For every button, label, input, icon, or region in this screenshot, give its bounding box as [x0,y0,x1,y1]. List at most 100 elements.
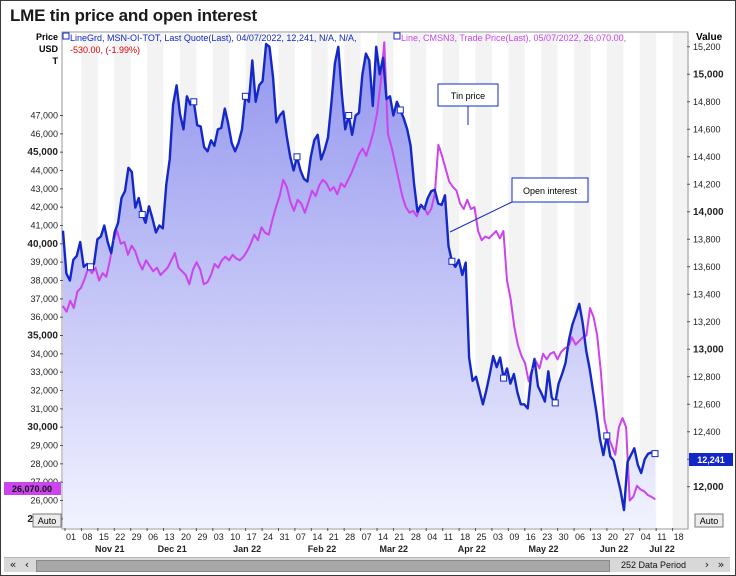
price-point [69,300,71,302]
price-point [517,344,519,346]
price-point [398,179,400,181]
oi-point [234,150,236,152]
x-tick-label: 18 [460,532,470,542]
price-point [210,274,212,276]
oi-point [248,101,250,103]
left-tick-label: 35,000 [27,331,58,342]
oi-point [268,46,271,48]
left-auto-button[interactable]: Auto [32,513,62,528]
oi-point [599,438,601,440]
oi-point [461,274,463,276]
chevron-left-icon[interactable]: ‹ [24,558,30,571]
price-point [632,496,634,498]
oi-point [213,145,215,147]
oi-point [72,259,74,261]
price-point [614,454,616,456]
price-point [138,261,140,263]
oi-point [131,171,133,173]
price-point [127,254,129,256]
left-tick-label: 42,000 [30,202,58,212]
oi-point [279,114,281,117]
price-last-value: 26,070.00 [12,484,52,494]
price-point [123,241,125,243]
oi-point [630,454,632,456]
price-point [372,131,374,133]
oi-point [523,403,525,405]
right-auto-button[interactable]: Auto [694,513,724,528]
oi-point [303,178,305,180]
price-point [387,133,389,135]
price-point [629,499,631,502]
x-tick-label: 16 [526,532,536,542]
price-point [556,358,559,360]
oi-point [124,190,126,192]
legend-handle-oi[interactable] [62,32,70,40]
oi-point [447,245,450,247]
price-point [408,212,411,214]
oi-point [103,224,105,227]
x-tick-label: 14 [312,532,322,542]
price-point [394,162,396,164]
right-auto-label: Auto [700,516,719,526]
oi-point [158,224,160,227]
grid-band [606,33,624,528]
right-tick-label: 12,800 [693,372,721,382]
oi-point [379,73,381,75]
price-point [112,239,115,241]
price-point [484,235,486,238]
price-point [340,182,342,184]
grid-band [639,33,657,528]
price-point [365,155,367,157]
time-scrollbar[interactable]: « ‹ 252 Data Period › » [4,557,730,572]
price-last-badge: 26,070.00 [4,482,61,495]
price-point [203,283,205,285]
scrollbar-thumb[interactable] [36,560,610,572]
price-point [170,259,172,261]
right-tick-label: 14,000 [693,207,724,218]
price-point [466,199,468,201]
oi-point [162,227,164,229]
x-tick-label: 01 [66,532,76,542]
oi-point [227,123,229,125]
price-point [412,210,414,212]
legend-tin-price: Line, CMSN3, Trade Price(Last), 05/07/20… [401,33,626,43]
price-point [369,144,371,146]
oi-point [107,241,109,243]
price-point [362,147,364,150]
oi-point [454,266,456,268]
price-point [91,272,93,274]
price-point [297,199,299,201]
price-point [105,276,107,278]
price-point [481,239,483,241]
price-point [315,195,317,197]
price-point [120,243,122,245]
annotation-tin-price[interactable]: Tin price [437,83,499,125]
grid-band [672,33,689,528]
oi-point [437,202,439,205]
double-chevron-left-icon[interactable]: « [9,558,17,571]
left-tick-label: 26,000 [30,496,58,506]
price-point [643,490,645,492]
price-point [495,230,497,232]
oi-point [317,134,319,136]
annotation-open-interest[interactable]: Open interest [449,177,589,233]
price-point [650,496,653,498]
price-point [235,257,237,260]
oi-point [182,128,185,130]
price-point [430,208,432,210]
oi-point [544,400,546,403]
price-point [228,259,230,261]
oi-point [616,475,618,477]
oi-point [410,145,412,147]
price-point [640,488,642,491]
legend-handle-price[interactable] [393,32,401,40]
oi-point [169,158,171,161]
price-point [286,186,288,188]
oi-marker [500,374,508,382]
chevron-right-icon[interactable]: › [704,558,710,571]
left-tick-label: 45,000 [27,147,58,158]
oi-point [506,367,508,370]
double-chevron-right-icon[interactable]: » [717,558,725,571]
oi-point [337,46,339,48]
price-point [654,498,656,500]
